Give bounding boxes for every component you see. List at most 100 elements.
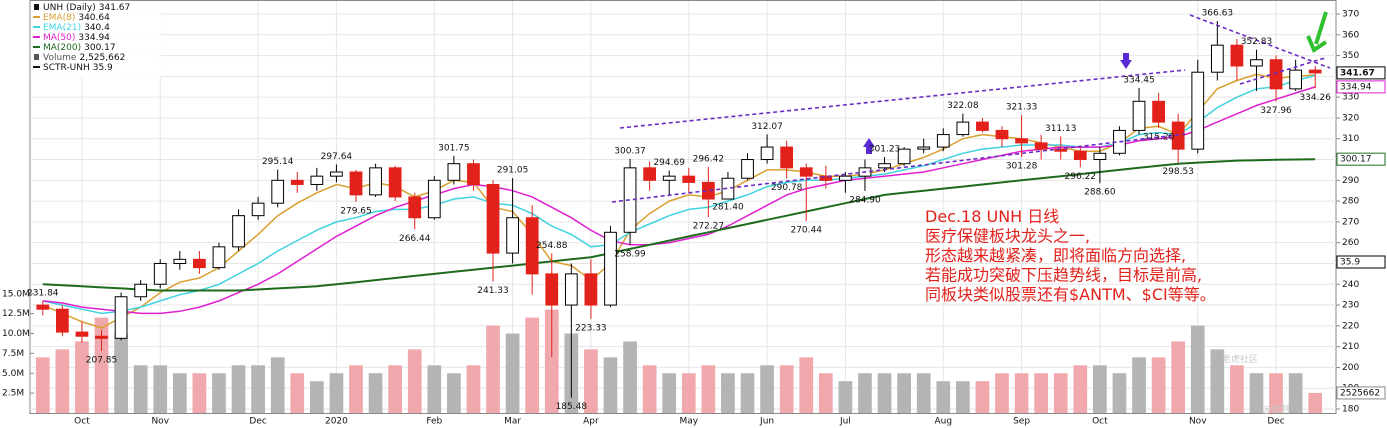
volume-bar [701, 365, 716, 413]
note-line: 形态越来越紧凑，即将面临方向选择, [925, 246, 1186, 265]
legend-sctr-part: 35.9 [93, 63, 113, 73]
volume-bar [603, 357, 618, 413]
watermark-main: 老虎社区 [1222, 353, 1258, 365]
volume-tick-label: 12.5M [2, 309, 30, 319]
volume-bar [1269, 373, 1283, 413]
candle-body [486, 183, 500, 254]
legend-swatch [34, 54, 39, 60]
volume-bar [153, 365, 168, 413]
volume-bar [897, 373, 911, 413]
legend-volume-part: Volume [43, 53, 77, 63]
volume-bar [642, 365, 657, 413]
volume-bar [936, 381, 951, 413]
volume-bar [995, 373, 1009, 413]
y-tick-label: 360 [1342, 30, 1359, 40]
volume-bar [349, 365, 363, 413]
volume-bar [1210, 349, 1225, 413]
candle-body [1093, 152, 1107, 161]
value-tag [1336, 386, 1386, 400]
volume-bar [172, 373, 187, 413]
note-line: 若能成功突破下压趋势线，目标是前高, [925, 266, 1202, 285]
candle-body [114, 296, 128, 339]
value-tag-label: 300.17 [1340, 155, 1372, 165]
value-tag [1336, 255, 1386, 269]
peak-label: 241.33 [477, 286, 509, 296]
y-tick-label: 310 [1342, 134, 1359, 144]
x-tick-label: Nov [1189, 417, 1207, 427]
peak-label: 185.48 [556, 402, 588, 412]
legend-title: UNH (Daily) 341.67 [43, 3, 130, 13]
candle-body [408, 196, 422, 219]
volume-bar [1093, 365, 1107, 413]
candle-body [1132, 100, 1146, 131]
arrow-up [863, 138, 875, 154]
x-tick-label: 2020 [325, 417, 348, 427]
candle-body [1250, 59, 1263, 67]
volume-bar [75, 341, 89, 413]
legend-title-part: UNH (Daily) [43, 3, 96, 13]
peak-label: 207.85 [86, 356, 118, 366]
candle-body [173, 258, 187, 264]
candle-body [819, 175, 833, 181]
legend-box [31, 1, 161, 77]
peak-label: 223.33 [575, 323, 607, 333]
volume-bar [486, 325, 500, 413]
candle-body [1210, 44, 1224, 73]
legend-swatch [34, 4, 39, 10]
watermark-sub: @收割 [1262, 403, 1289, 415]
peak-label: 270.44 [790, 225, 822, 235]
x-tick-label: Oct [1092, 417, 1108, 427]
right-axis: 1801902002102202302402502602702802903003… [1336, 10, 1386, 415]
y-tick-label: 290 [1342, 176, 1359, 186]
trend-line [611, 133, 1186, 203]
candle-body [623, 167, 637, 233]
volume-bar [270, 357, 285, 413]
peak-label: 295.14 [262, 157, 294, 167]
candle-body [271, 179, 285, 204]
peak-label: 266.44 [399, 234, 431, 244]
candle-body [662, 175, 676, 181]
x-tick-label: May [679, 417, 698, 427]
volume-tick-label: 10.0M [2, 329, 30, 339]
volume-bar [544, 309, 559, 413]
peak-label: 321.33 [1006, 103, 1038, 113]
candle-body [427, 179, 441, 219]
legend-volume-part: 2,525,662 [79, 53, 125, 63]
peak-label: 366.63 [1202, 9, 1234, 19]
ma-line [42, 73, 1316, 329]
y-tick-label: 230 [1342, 301, 1359, 311]
volume-bar [525, 317, 540, 413]
candle-layer [36, 21, 1322, 398]
note: Dec.18 UNH 日线医疗保健板块龙头之一,形态越来越紧凑，即将面临方向选择… [925, 207, 1216, 304]
peak-label: 296.22 [1065, 172, 1097, 182]
legend-entry: EMA(8) 340.64 [43, 13, 110, 23]
legend-entry-part: MA(200) [43, 43, 81, 53]
legend-entry-part: EMA(21) [43, 23, 81, 33]
candle-body [232, 215, 245, 248]
candle-body [1034, 142, 1048, 150]
volume-bar [858, 373, 872, 413]
volume-bar [447, 373, 461, 413]
legend-entry-part: 334.94 [78, 33, 110, 43]
volume-bar [407, 349, 422, 413]
peak-label: 334.45 [1123, 75, 1155, 85]
volume-bar [368, 373, 383, 413]
legend-entry-part: 300.17 [84, 43, 116, 53]
volume-bar [133, 365, 148, 413]
volume-bar [1112, 373, 1127, 413]
volume-bar [212, 373, 226, 413]
peak-label: 294.69 [653, 158, 685, 168]
volume-bar [838, 381, 853, 413]
value-tag-label: 341.67 [1340, 68, 1375, 78]
volume-bar [1151, 357, 1166, 413]
peak-label: 272.27 [693, 222, 725, 232]
peak-label: 301.23 [869, 144, 901, 154]
x-tick-label: Feb [426, 417, 442, 427]
volume-bar [309, 381, 324, 413]
trend-line [619, 69, 1186, 129]
candle-body [369, 167, 382, 196]
candle-body [1152, 100, 1165, 123]
volume-tick-label: 2.5M [2, 389, 24, 399]
